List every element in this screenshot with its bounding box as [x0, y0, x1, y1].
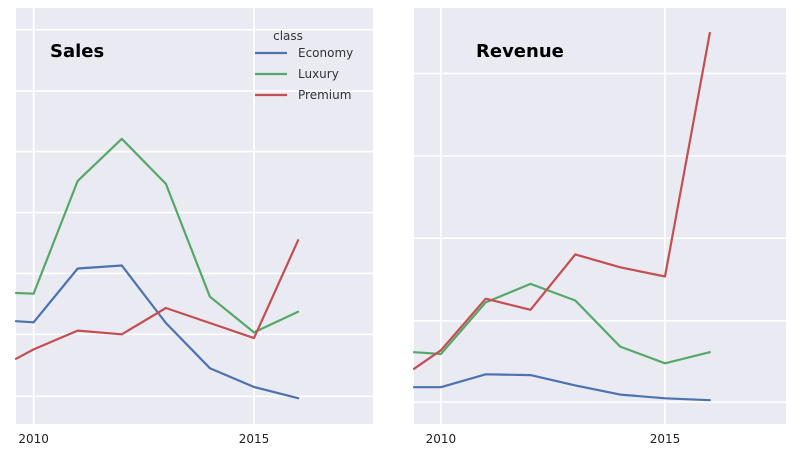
revenue-chart-title: Revenue	[476, 41, 564, 62]
legend-label-luxury: Luxury	[298, 67, 339, 81]
sales-chart-title: Sales	[50, 41, 104, 62]
x-tick-label: 2010	[426, 432, 457, 446]
series-line-luxury	[412, 282, 711, 365]
legend-title: class	[273, 29, 303, 43]
revenue-chart-panel: Revenue 2010 2015	[412, 8, 786, 446]
series-line-premium	[14, 239, 300, 360]
sales-plot-background	[16, 8, 373, 424]
sales-chart-panel: Sales 2010 2015 class Economy Luxury Premiu…	[14, 8, 373, 446]
x-tick-label: 2015	[239, 432, 270, 446]
series-line-economy	[14, 264, 300, 400]
revenue-plot-background	[414, 8, 786, 424]
revenue-series-lines	[412, 31, 711, 402]
legend-label-premium: Premium	[298, 88, 351, 102]
sales-legend: class Economy Luxury Premium	[255, 29, 353, 102]
x-tick-label: 2010	[18, 432, 49, 446]
sales-gridlines	[16, 8, 373, 424]
series-line-premium	[412, 31, 711, 370]
revenue-x-tick-labels: 2010 2015	[426, 432, 681, 446]
legend-label-economy: Economy	[298, 46, 353, 60]
sales-x-tick-labels: 2010 2015	[18, 432, 269, 446]
sales-series-lines	[14, 137, 300, 400]
x-tick-label: 2015	[650, 432, 681, 446]
series-line-economy	[412, 373, 711, 402]
series-line-luxury	[14, 137, 300, 334]
